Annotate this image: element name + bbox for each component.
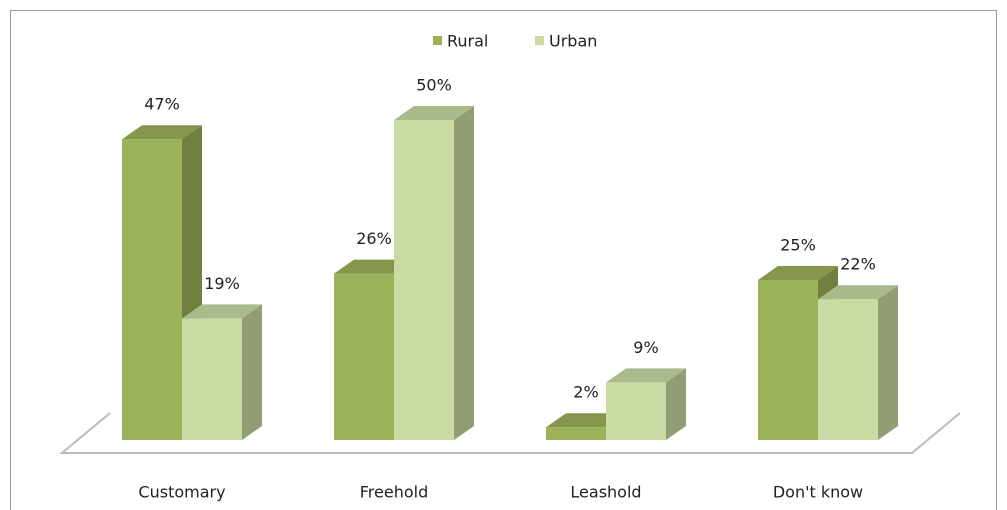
legend-label: Urban — [549, 32, 597, 51]
bar-side — [666, 368, 686, 440]
bar-side — [454, 106, 474, 440]
bar-top — [758, 266, 838, 280]
bar — [758, 280, 818, 440]
floor-outline — [59, 412, 961, 454]
legend-swatch — [433, 36, 442, 45]
bar-top — [606, 368, 686, 383]
bar-top — [122, 125, 202, 140]
bar — [182, 318, 242, 440]
bar — [394, 120, 454, 440]
value-label: 19% — [204, 274, 240, 293]
value-label: 2% — [573, 383, 598, 402]
legend-label: Rural — [447, 32, 488, 51]
bar — [122, 139, 182, 440]
value-label: 22% — [840, 255, 876, 274]
floor — [59, 412, 961, 454]
x-tick-label: Customary — [138, 483, 225, 502]
x-tick-label: Freehold — [360, 483, 428, 502]
legend-swatch — [535, 36, 544, 45]
bar-side — [878, 285, 898, 440]
x-tick-label: Don't know — [773, 483, 863, 502]
frame — [10, 10, 997, 510]
value-label: 47% — [144, 95, 180, 114]
value-label: 25% — [780, 236, 816, 255]
bar-side — [242, 304, 262, 440]
bar — [818, 299, 878, 440]
bar — [334, 273, 394, 440]
bar-top — [182, 304, 262, 319]
bar — [546, 427, 606, 440]
bar-top — [818, 285, 898, 300]
value-label: 9% — [633, 338, 658, 357]
bar-top — [394, 106, 474, 120]
value-label: 26% — [356, 229, 392, 248]
bar — [606, 382, 666, 440]
value-label: 50% — [416, 76, 452, 95]
x-tick-label: Leashold — [570, 483, 641, 502]
